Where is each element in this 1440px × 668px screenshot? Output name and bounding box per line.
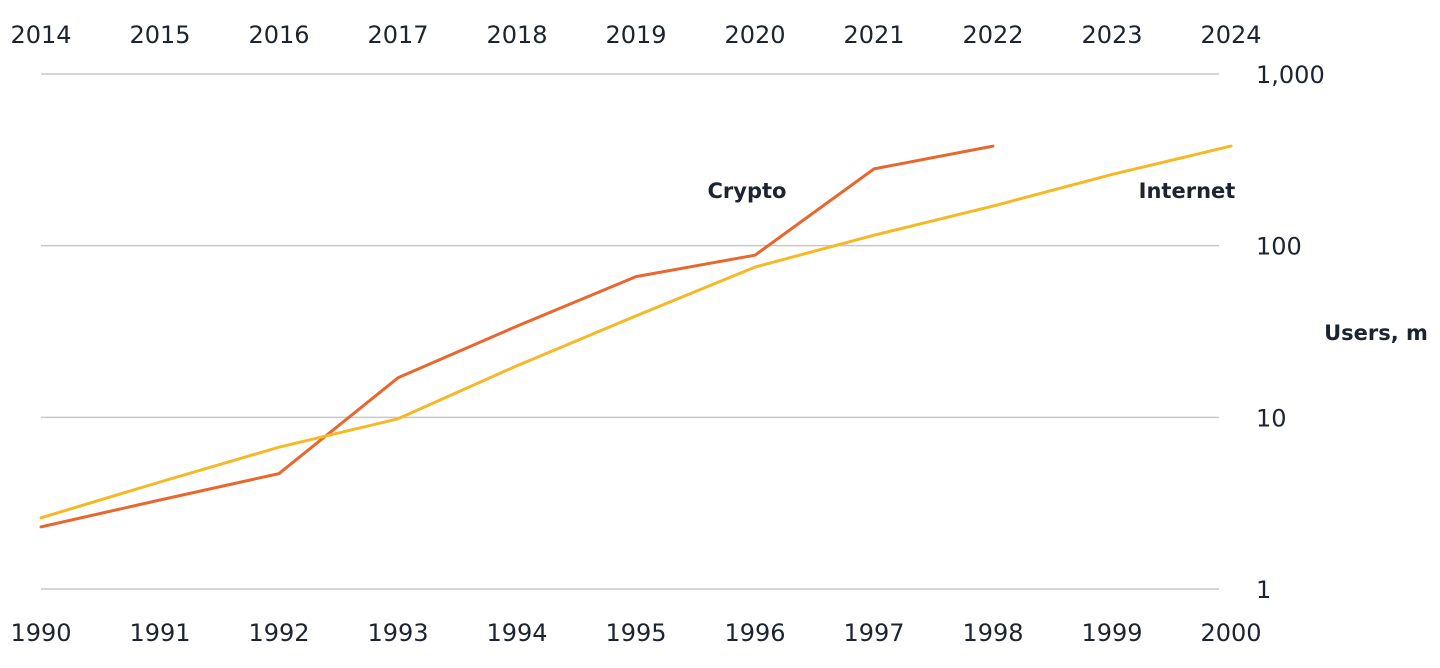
bottom-x-tick-label: 1995 xyxy=(605,619,666,647)
top-x-tick-label: 2018 xyxy=(486,21,547,49)
series-label-internet: Internet xyxy=(1139,179,1236,203)
top-x-tick-label: 2023 xyxy=(1081,21,1142,49)
top-x-axis: 2014 2015 2016 2017 2018 2019 2020 2021 2022 2023… xyxy=(10,21,1261,49)
series-label-crypto: Crypto xyxy=(708,179,787,203)
top-x-tick-label: 2022 xyxy=(962,21,1023,49)
y-tick-label: 1 xyxy=(1256,576,1271,604)
top-x-tick-label: 2015 xyxy=(129,21,190,49)
top-x-tick-label: 2014 xyxy=(10,21,71,49)
top-x-tick-label: 2016 xyxy=(248,21,309,49)
y-axis: 1 10 100 1,000 xyxy=(1256,61,1325,604)
bottom-x-tick-label: 2000 xyxy=(1200,619,1261,647)
y-tick-label: 1,000 xyxy=(1256,61,1325,89)
gridlines xyxy=(41,73,1219,590)
top-x-tick-label: 2021 xyxy=(843,21,904,49)
bottom-x-axis: 1990 1991 1992 1993 1994 1995 1996 1997 1998 1999… xyxy=(10,619,1261,647)
bottom-x-tick-label: 1996 xyxy=(724,619,785,647)
top-x-tick-label: 2020 xyxy=(724,21,785,49)
y-tick-label: 100 xyxy=(1256,233,1302,261)
top-x-tick-label: 2024 xyxy=(1200,21,1261,49)
bottom-x-tick-label: 1994 xyxy=(486,619,547,647)
bottom-x-tick-label: 1997 xyxy=(843,619,904,647)
bottom-x-tick-label: 1998 xyxy=(962,619,1023,647)
top-x-tick-label: 2019 xyxy=(605,21,666,49)
bottom-x-tick-label: 1990 xyxy=(10,619,71,647)
bottom-x-tick-label: 1992 xyxy=(248,619,309,647)
series-line-crypto xyxy=(39,144,995,529)
y-axis-title: Users, m xyxy=(1324,321,1428,345)
series-lines: Crypto Internet xyxy=(39,144,1236,529)
bottom-x-tick-label: 1999 xyxy=(1081,619,1142,647)
bottom-x-tick-label: 1991 xyxy=(129,619,190,647)
bottom-x-tick-label: 1993 xyxy=(367,619,428,647)
top-x-tick-label: 2017 xyxy=(367,21,428,49)
series-line-internet xyxy=(39,144,1233,520)
y-tick-label: 10 xyxy=(1256,404,1287,432)
